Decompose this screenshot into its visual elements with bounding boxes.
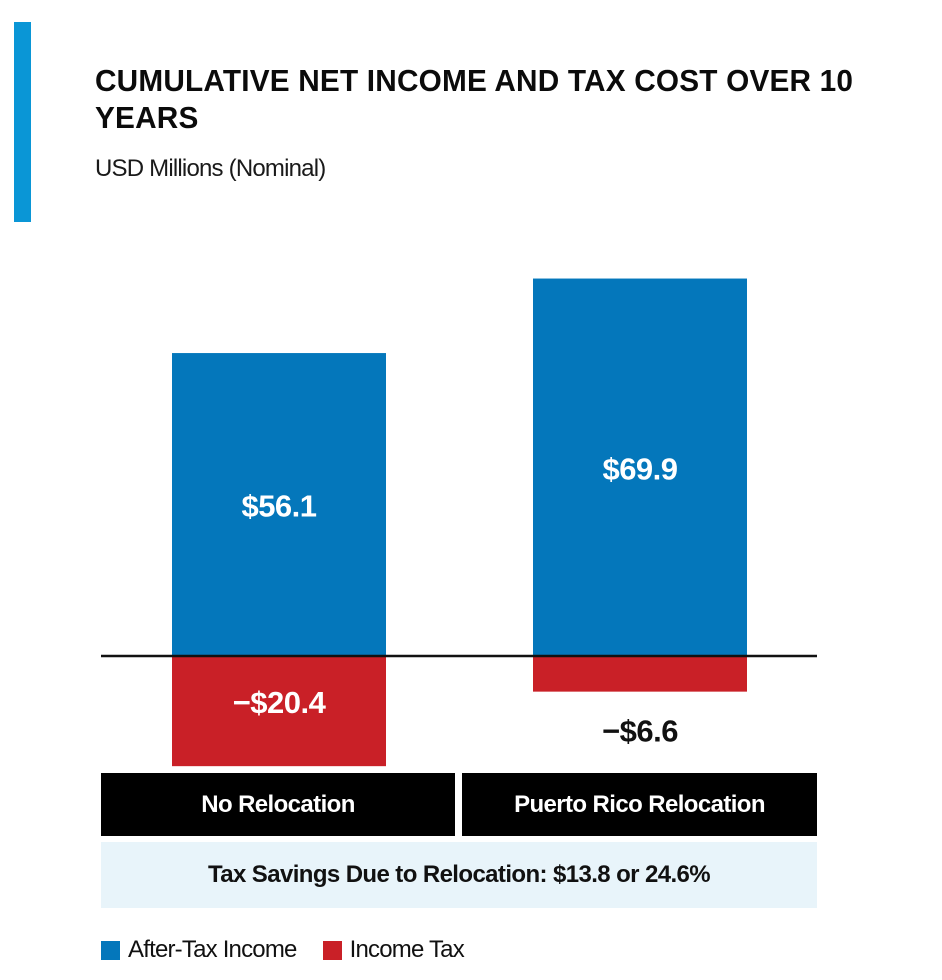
data-label-after-tax-income-puerto-rico-relocation: $69.9 xyxy=(602,451,677,486)
legend-swatch-income-tax xyxy=(322,940,342,960)
bar-income-tax-puerto-rico-relocation xyxy=(533,656,747,692)
bar-after-tax-income-no-relocation xyxy=(172,353,386,656)
legend-item-income-tax: Income Tax xyxy=(322,936,465,964)
legend-swatch-after-tax-income xyxy=(101,940,120,960)
data-label-income-tax-no-relocation: −$20.4 xyxy=(233,685,327,720)
chart-title: Cumulative Net Income and Tax Cost over … xyxy=(95,63,854,135)
data-label-after-tax-income-no-relocation: $56.1 xyxy=(241,489,316,524)
data-label-income-tax-puerto-rico-relocation: −$6.6 xyxy=(602,714,678,749)
tax-savings-annotation: Tax Savings Due to Relocation: $13.8 or … xyxy=(101,842,817,908)
legend: After-Tax Income Income Tax xyxy=(101,936,465,964)
category-label-no-relocation: No Relocation xyxy=(101,773,455,836)
category-label-puerto-rico-relocation: Puerto Rico Relocation xyxy=(462,773,817,836)
legend-label-income-tax: Income Tax xyxy=(349,936,465,963)
bar-after-tax-income-puerto-rico-relocation xyxy=(533,278,747,656)
bar-income-tax-no-relocation xyxy=(172,656,386,767)
legend-item-after-tax-income: After-Tax Income xyxy=(101,936,297,964)
chart-subtitle: USD Millions (Nominal) xyxy=(95,155,326,182)
legend-label-after-tax-income: After-Tax Income xyxy=(128,936,297,963)
accent-bar xyxy=(14,22,31,222)
